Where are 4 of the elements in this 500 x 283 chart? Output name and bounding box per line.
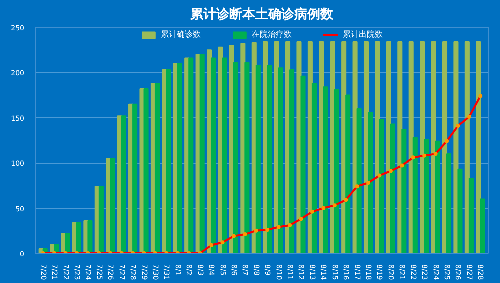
legend-label: 累计出院数 [343,29,383,40]
legend-label: 在院治疗数 [252,29,292,40]
legend-label: 累计确诊数 [161,29,201,40]
chart-title: 累计诊断本土确诊病例数 [190,6,334,22]
